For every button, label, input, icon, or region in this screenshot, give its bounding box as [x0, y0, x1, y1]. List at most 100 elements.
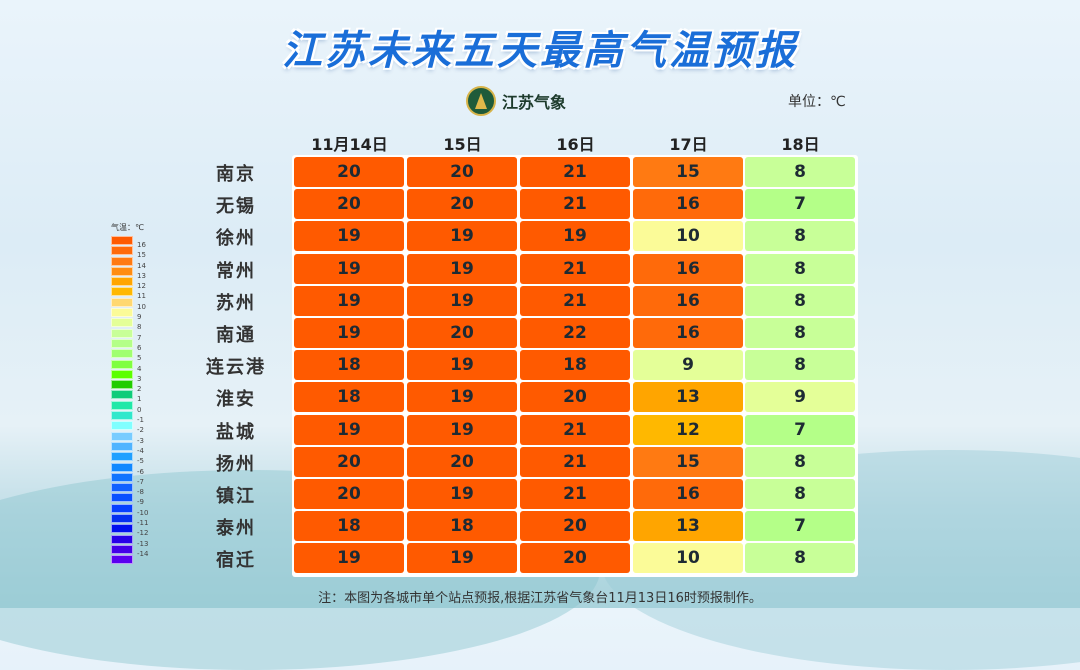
city-label: 南京 — [216, 164, 256, 185]
legend-swatch: 10 — [111, 297, 146, 311]
date-header: 11月14日 — [311, 135, 388, 154]
temperature-cell: 21 — [520, 253, 630, 284]
temperature-cell: 12 — [633, 414, 743, 445]
temperature-cell: 8 — [745, 350, 855, 381]
legend-swatch: -10 — [111, 503, 148, 517]
temperature-cell: 19 — [294, 543, 404, 574]
legend-swatch: 7 — [111, 328, 141, 342]
legend-label: 15 — [137, 251, 146, 260]
temperature-cell: 19 — [407, 543, 517, 574]
temperature-cell: 18 — [294, 350, 404, 381]
city-label: 连云港 — [206, 357, 266, 379]
temperature-cell: 20 — [294, 189, 404, 220]
temperature-cell: 19 — [407, 253, 517, 284]
legend-swatch: 14 — [111, 256, 146, 270]
temperature-cell: 8 — [745, 157, 855, 187]
legend-label: 5 — [137, 354, 142, 363]
legend-swatch: 11 — [111, 287, 146, 300]
legend-swatch: 2 — [111, 380, 141, 393]
legend-label: 3 — [137, 374, 142, 383]
legend-label: -13 — [137, 539, 149, 548]
temperature-cell: 21 — [520, 189, 630, 220]
legend-swatch: -3 — [111, 431, 144, 445]
temperature-cell: 20 — [520, 511, 630, 542]
temperature-cell: 16 — [633, 318, 743, 348]
legend-swatch: 16 — [111, 236, 146, 249]
city-label: 徐州 — [216, 228, 256, 250]
temperature-cell: 19 — [407, 350, 517, 381]
legend-swatch: 15 — [111, 246, 146, 259]
legend-swatch: -13 — [111, 534, 148, 548]
temperature-cell: 19 — [407, 414, 517, 445]
legend-swatch: -4 — [111, 441, 144, 455]
legend-swatch: 13 — [111, 266, 146, 280]
temperature-cell: 19 — [294, 318, 404, 348]
temperature-cell: 20 — [407, 318, 517, 348]
date-header: 15日 — [443, 135, 482, 154]
temperature-cell: 18 — [294, 382, 404, 413]
temperature-cell: 8 — [745, 253, 855, 284]
legend-label: -10 — [137, 508, 149, 517]
color-legend: 气温：℃ 16 15 14 13 12 11 10 9 8 7 6 5 4 3 2 1 0 -1 -2 -3 -4 -5-… — [111, 222, 148, 566]
temperature-cell: 19 — [407, 479, 517, 509]
legend-label: 9 — [137, 313, 142, 322]
temperature-cell: 19 — [407, 221, 517, 252]
temperature-cell: 8 — [745, 221, 855, 252]
legend-label: -14 — [137, 549, 149, 558]
temperature-cell: 19 — [407, 285, 517, 316]
city-label: 南通 — [216, 325, 256, 346]
temperature-cell: 10 — [633, 543, 743, 574]
temperature-cell: 8 — [745, 479, 855, 509]
temperature-cell: 15 — [633, 157, 743, 187]
temperature-cell: 21 — [520, 446, 630, 477]
temperature-cell: 19 — [294, 414, 404, 445]
city-label: 淮安 — [216, 389, 256, 411]
legend-swatch: -9 — [111, 493, 144, 506]
legend-swatch: 5 — [111, 349, 141, 362]
temperature-cell: 19 — [294, 221, 404, 252]
legend-label: -6 — [137, 467, 144, 476]
temperature-cell: 19 — [520, 221, 630, 252]
legend-swatch: 4 — [111, 359, 141, 373]
legend-label: 1 — [137, 395, 142, 404]
temperature-cell: 19 — [294, 285, 404, 316]
legend-swatch — [111, 555, 133, 565]
temperature-cell: 8 — [745, 446, 855, 477]
legend-label: -2 — [137, 426, 144, 435]
legend-swatch: -2 — [111, 421, 144, 434]
temperature-cell: 20 — [294, 446, 404, 477]
temperature-cell: 18 — [407, 511, 517, 542]
temperature-cell: 9 — [633, 350, 743, 381]
temperature-cell: 7 — [745, 189, 855, 220]
legend-label: -12 — [137, 529, 149, 538]
legend-swatch: -8 — [111, 483, 144, 496]
legend-swatch: -14 — [111, 544, 148, 558]
legend-label: -11 — [137, 519, 149, 528]
date-header: 16日 — [556, 135, 595, 154]
legend-label: -8 — [137, 488, 144, 497]
legend-label: 0 — [137, 405, 142, 414]
temperature-cell: 21 — [520, 285, 630, 316]
temperature-cell: 7 — [745, 511, 855, 542]
temperature-cell: 8 — [745, 318, 855, 348]
legend-swatch: 12 — [111, 277, 146, 290]
city-label: 泰州 — [216, 518, 256, 540]
logo-text: 江苏气象 — [502, 93, 567, 112]
legend-label: 16 — [137, 241, 146, 249]
temperature-cell: 20 — [520, 382, 630, 413]
legend-label: 8 — [137, 323, 142, 332]
city-label: 扬州 — [216, 453, 256, 475]
city-label: 镇江 — [216, 486, 256, 507]
logo: 江苏气象 — [466, 86, 566, 116]
legend-swatch: 9 — [111, 308, 141, 321]
legend-swatch: 1 — [111, 390, 141, 403]
legend-label: -5 — [137, 457, 144, 466]
temperature-cell: 18 — [520, 350, 630, 381]
temperature-cell: 20 — [407, 446, 517, 477]
legend-title: 气温：℃ — [111, 223, 144, 232]
temperature-cell: 16 — [633, 253, 743, 284]
legend-label: -4 — [137, 446, 144, 455]
temperature-cell: 21 — [520, 479, 630, 509]
date-header: 18日 — [781, 135, 820, 154]
legend-swatch: 8 — [111, 318, 141, 331]
